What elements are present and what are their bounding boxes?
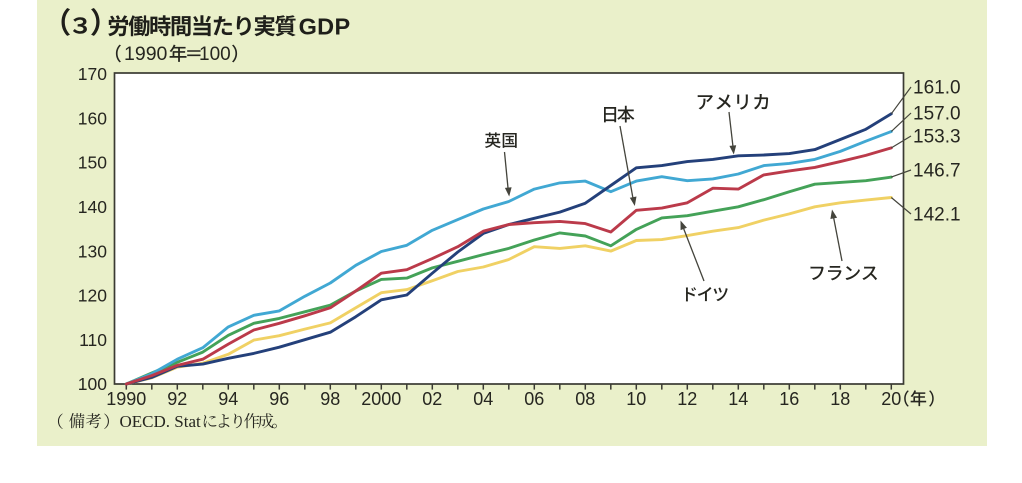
svg-text:161.0: 161.0: [913, 78, 961, 99]
svg-text:10: 10: [626, 389, 646, 409]
svg-text:150: 150: [78, 153, 107, 173]
svg-text:110: 110: [79, 330, 107, 350]
svg-text:06: 06: [524, 389, 544, 409]
svg-text:170: 170: [78, 64, 107, 84]
svg-text:98: 98: [320, 389, 340, 409]
svg-text:20: 20: [881, 389, 901, 409]
svg-text:142.1: 142.1: [913, 205, 961, 226]
svg-text:1990: 1990: [124, 43, 168, 65]
svg-text:157.0: 157.0: [913, 104, 961, 125]
svg-text:18: 18: [830, 389, 850, 409]
svg-text:GDP: GDP: [299, 14, 351, 40]
svg-text:12: 12: [677, 389, 697, 409]
svg-text:160: 160: [78, 108, 107, 128]
svg-text:100: 100: [78, 374, 107, 394]
svg-text:02: 02: [422, 389, 442, 409]
svg-text:140: 140: [78, 197, 107, 217]
svg-text:92: 92: [167, 389, 187, 409]
svg-text:153.3: 153.3: [913, 127, 961, 148]
svg-text:96: 96: [269, 389, 289, 409]
svg-text:120: 120: [78, 286, 107, 306]
svg-text:130: 130: [78, 241, 107, 261]
svg-text:04: 04: [473, 389, 493, 409]
svg-text:100: 100: [199, 44, 231, 65]
svg-text:14: 14: [728, 389, 748, 409]
svg-text:08: 08: [575, 389, 595, 409]
svg-text:94: 94: [218, 389, 238, 409]
svg-text:16: 16: [779, 389, 799, 409]
svg-text:2000: 2000: [361, 389, 401, 409]
svg-text:146.7: 146.7: [913, 161, 961, 182]
svg-text:OECD. Stat: OECD. Stat: [120, 412, 202, 431]
svg-text:1990: 1990: [106, 389, 146, 409]
